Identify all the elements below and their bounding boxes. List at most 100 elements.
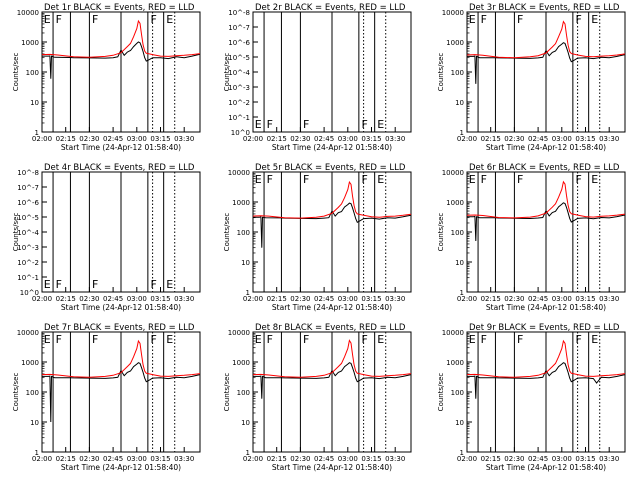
detector-plot-6: Det 6r BLACK = Events, RED = LLD 1 10 100 10…	[437, 163, 626, 312]
x-tick-label: 02:15	[481, 295, 501, 303]
detector-plot-3: Det 3r BLACK = Events, RED = LLD 1 10 100 10…	[437, 3, 626, 152]
flag-letter: F	[481, 173, 487, 186]
flag-letter: E	[44, 333, 51, 346]
x-tick-label: 02:30	[290, 455, 310, 463]
x-axis-label: Start Time (24-Apr-12 01:58:40)	[486, 143, 606, 152]
x-tick-label: 02:45	[314, 295, 334, 303]
series-line-lld	[466, 180, 626, 219]
x-tick-label: 02:00	[243, 135, 263, 143]
x-tick-label: 03:30	[385, 135, 405, 143]
y-tick-label: 10^0	[20, 289, 39, 297]
flag-letter: F	[303, 173, 309, 186]
series-line-events	[253, 202, 412, 248]
flag-letter: E	[166, 13, 173, 26]
flag-letter: F	[481, 13, 487, 26]
x-tick-label: 02:00	[32, 455, 52, 463]
flag-letter: E	[255, 333, 262, 346]
series-line-events	[253, 362, 412, 399]
x-tick-label: 03:00	[338, 135, 358, 143]
y-tick-label: 10^-2	[17, 259, 39, 267]
x-tick-label: 02:30	[504, 135, 524, 143]
flag-letter: F	[150, 333, 156, 346]
y-axis-label: Counts/sec	[437, 213, 445, 252]
series-line-events	[467, 362, 626, 399]
y-tick-label: 10^-8	[17, 169, 39, 177]
y-tick-label: 10	[241, 259, 250, 267]
x-axis-label: Start Time (24-Apr-12 01:58:40)	[272, 143, 392, 152]
flag-letter: F	[56, 278, 62, 291]
x-tick-label: 03:15	[575, 295, 595, 303]
y-tick-label: 10^-2	[228, 99, 250, 107]
flag-letter: F	[575, 13, 581, 26]
x-tick-label: 02:15	[56, 295, 76, 303]
y-tick-label: 100	[26, 389, 39, 397]
y-axis-label: Counts/sec	[12, 373, 20, 412]
y-tick-label: 10^-3	[17, 244, 39, 252]
flag-letter: E	[469, 333, 476, 346]
x-tick-label: 02:00	[457, 135, 477, 143]
x-tick-label: 03:00	[338, 455, 358, 463]
x-tick-label: 02:45	[528, 455, 548, 463]
series-line-events	[467, 202, 626, 242]
x-tick-label: 02:30	[79, 455, 99, 463]
y-tick-label: 100	[237, 229, 250, 237]
flag-letter: F	[361, 173, 367, 186]
flag-letter: E	[44, 278, 51, 291]
y-tick-label: 100	[237, 389, 250, 397]
x-tick-label: 03:15	[361, 455, 381, 463]
y-tick-label: 10	[241, 419, 250, 427]
flag-letter: E	[591, 333, 598, 346]
y-tick-label: 10^-5	[228, 54, 250, 62]
x-tick-label: 03:00	[552, 295, 572, 303]
y-axis-label: Counts/sec	[223, 213, 231, 252]
flag-letter: E	[166, 333, 173, 346]
y-tick-label: 1	[35, 449, 39, 457]
x-tick-label: 02:15	[267, 135, 287, 143]
y-tick-label: 10000	[17, 329, 39, 337]
series-line-lld	[252, 339, 412, 378]
y-tick-label: 100	[451, 389, 464, 397]
x-tick-label: 02:15	[56, 135, 76, 143]
y-tick-label: 10^0	[231, 129, 250, 137]
y-tick-label: 10	[455, 99, 464, 107]
x-tick-label: 02:00	[243, 455, 263, 463]
y-tick-label: 10^-6	[228, 39, 250, 47]
x-tick-label: 03:00	[552, 135, 572, 143]
y-tick-label: 100	[26, 69, 39, 77]
x-tick-label: 02:00	[243, 295, 263, 303]
y-tick-label: 1	[246, 449, 250, 457]
y-axis-label: Counts/sec	[12, 53, 20, 92]
flag-letter: F	[92, 13, 98, 26]
x-tick-label: 02:45	[103, 455, 123, 463]
y-tick-label: 10^-7	[17, 184, 39, 192]
flag-letter: F	[56, 13, 62, 26]
y-tick-label: 10^-6	[17, 199, 39, 207]
y-tick-label: 10^-5	[17, 214, 39, 222]
x-tick-label: 02:30	[290, 135, 310, 143]
x-tick-label: 03:00	[127, 295, 147, 303]
plot-title: Det 8r BLACK = Events, RED = LLD	[255, 323, 406, 333]
series-line-lld	[466, 339, 626, 378]
x-tick-label: 02:15	[56, 455, 76, 463]
plot-title: Det 9r BLACK = Events, RED = LLD	[469, 323, 620, 333]
y-tick-label: 1000	[232, 199, 250, 207]
x-tick-label: 02:45	[528, 135, 548, 143]
y-tick-label: 10	[30, 99, 39, 107]
y-tick-label: 10^-1	[17, 274, 39, 282]
x-tick-label: 02:15	[481, 135, 501, 143]
flag-letter: F	[575, 173, 581, 186]
x-tick-label: 02:15	[267, 455, 287, 463]
detector-plot-8: Det 8r BLACK = Events, RED = LLD 1 10 100 10…	[223, 323, 412, 472]
flag-letter: E	[377, 173, 384, 186]
x-axis-label: Start Time (24-Apr-12 01:58:40)	[486, 303, 606, 312]
x-tick-label: 02:45	[103, 295, 123, 303]
y-tick-label: 1	[246, 289, 250, 297]
x-axis-label: Start Time (24-Apr-12 01:58:40)	[486, 463, 606, 472]
x-tick-label: 02:00	[32, 295, 52, 303]
y-tick-label: 1	[35, 129, 39, 137]
y-tick-label: 10000	[17, 9, 39, 17]
y-tick-label: 1	[460, 129, 464, 137]
x-tick-label: 03:30	[174, 455, 194, 463]
y-tick-label: 100	[451, 229, 464, 237]
